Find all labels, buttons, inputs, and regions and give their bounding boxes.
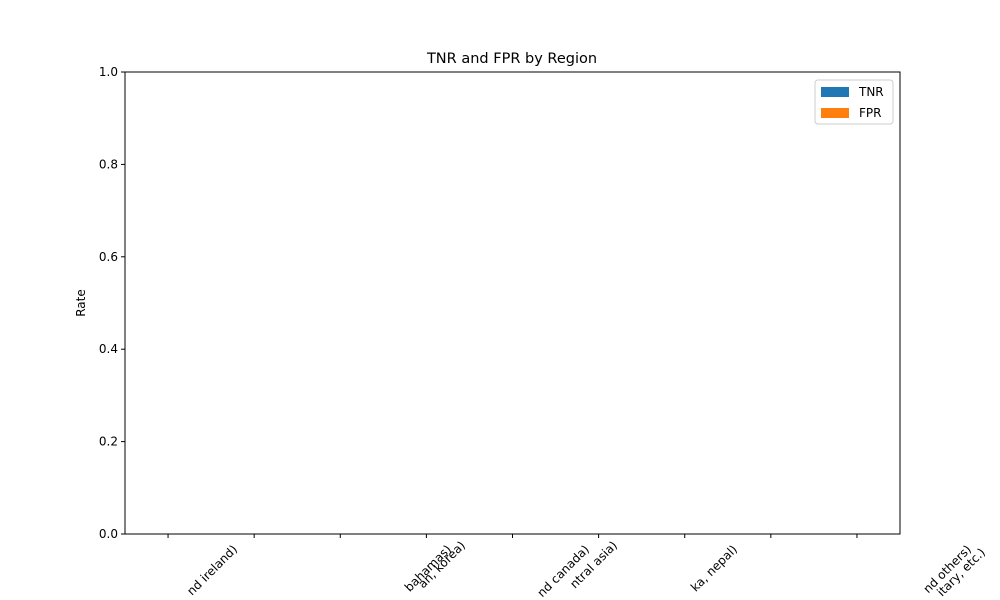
chart-title: TNR and FPR by Region [426,51,597,67]
y-tick-label: 0.4 [99,342,118,356]
y-tick-label: 1.0 [99,65,118,79]
legend-swatch [821,108,849,118]
legend-swatch [821,87,849,97]
plot-frame [124,71,901,535]
y-tick-label: 0.8 [99,157,118,171]
legend-label: TNR [858,85,884,99]
y-tick-label: 0.2 [99,435,118,449]
legend-label: FPR [859,106,881,120]
y-tick-label: 0.6 [99,250,118,264]
x-tick-label: nd ireland) [184,542,240,598]
x-tick-label: ka, nepal) [688,542,740,594]
y-axis-label: Rate [74,289,88,317]
y-tick-label: 0.0 [99,527,118,541]
